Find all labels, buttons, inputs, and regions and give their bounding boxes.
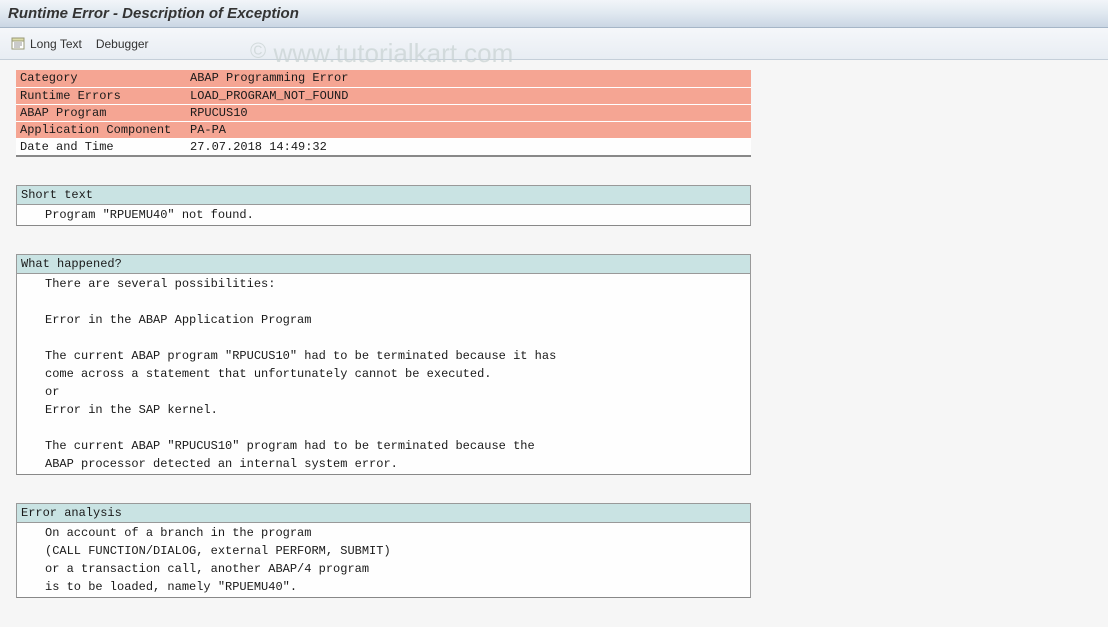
title-bar: Runtime Error - Description of Exception — [0, 0, 1108, 28]
info-row: Date and Time27.07.2018 14:49:32 — [16, 138, 751, 156]
body-line: Error in the SAP kernel. — [17, 401, 750, 419]
info-row: Runtime ErrorsLOAD_PROGRAM_NOT_FOUND — [16, 87, 751, 104]
body-line: come across a statement that unfortunate… — [17, 365, 750, 383]
long-text-button[interactable]: Long Text — [10, 37, 82, 51]
long-text-icon — [10, 37, 26, 51]
body-line: The current ABAP "RPUCUS10" program had … — [17, 437, 750, 455]
body-line — [17, 293, 750, 311]
info-label: Runtime Errors — [16, 87, 186, 104]
body-line: Program "RPUEMU40" not found. — [17, 206, 750, 224]
info-value: LOAD_PROGRAM_NOT_FOUND — [186, 87, 751, 104]
section-header: What happened? — [17, 255, 750, 274]
debugger-button[interactable]: Debugger — [96, 37, 149, 51]
info-row: CategoryABAP Programming Error — [16, 70, 751, 87]
error-info-table: CategoryABAP Programming ErrorRuntime Er… — [16, 70, 751, 157]
content-area: CategoryABAP Programming ErrorRuntime Er… — [0, 60, 1108, 608]
body-line: (CALL FUNCTION/DIALOG, external PERFORM,… — [17, 542, 750, 560]
info-label: Date and Time — [16, 138, 186, 156]
debugger-label: Debugger — [96, 37, 149, 51]
body-line — [17, 419, 750, 437]
section-header: Short text — [17, 186, 750, 205]
info-row: Application ComponentPA-PA — [16, 121, 751, 138]
body-line: There are several possibilities: — [17, 275, 750, 293]
info-value: RPUCUS10 — [186, 104, 751, 121]
long-text-label: Long Text — [30, 37, 82, 51]
dump-section: Short textProgram "RPUEMU40" not found. — [16, 185, 751, 226]
info-row: ABAP ProgramRPUCUS10 — [16, 104, 751, 121]
section-body: Program "RPUEMU40" not found. — [17, 205, 750, 225]
section-body: There are several possibilities: Error i… — [17, 274, 750, 474]
info-label: Category — [16, 70, 186, 87]
body-line: or — [17, 383, 750, 401]
body-line: Error in the ABAP Application Program — [17, 311, 750, 329]
body-line: ABAP processor detected an internal syst… — [17, 455, 750, 473]
dump-section: Error analysisOn account of a branch in … — [16, 503, 751, 598]
section-header: Error analysis — [17, 504, 750, 523]
info-value: PA-PA — [186, 121, 751, 138]
info-label: ABAP Program — [16, 104, 186, 121]
info-value: 27.07.2018 14:49:32 — [186, 138, 751, 156]
dump-section: What happened?There are several possibil… — [16, 254, 751, 475]
info-label: Application Component — [16, 121, 186, 138]
body-line: The current ABAP program "RPUCUS10" had … — [17, 347, 750, 365]
body-line: On account of a branch in the program — [17, 524, 750, 542]
toolbar: Long Text Debugger — [0, 28, 1108, 60]
page-title: Runtime Error - Description of Exception — [8, 5, 299, 22]
section-body: On account of a branch in the program(CA… — [17, 523, 750, 597]
body-line: is to be loaded, namely "RPUEMU40". — [17, 578, 750, 596]
body-line: or a transaction call, another ABAP/4 pr… — [17, 560, 750, 578]
info-value: ABAP Programming Error — [186, 70, 751, 87]
body-line — [17, 329, 750, 347]
